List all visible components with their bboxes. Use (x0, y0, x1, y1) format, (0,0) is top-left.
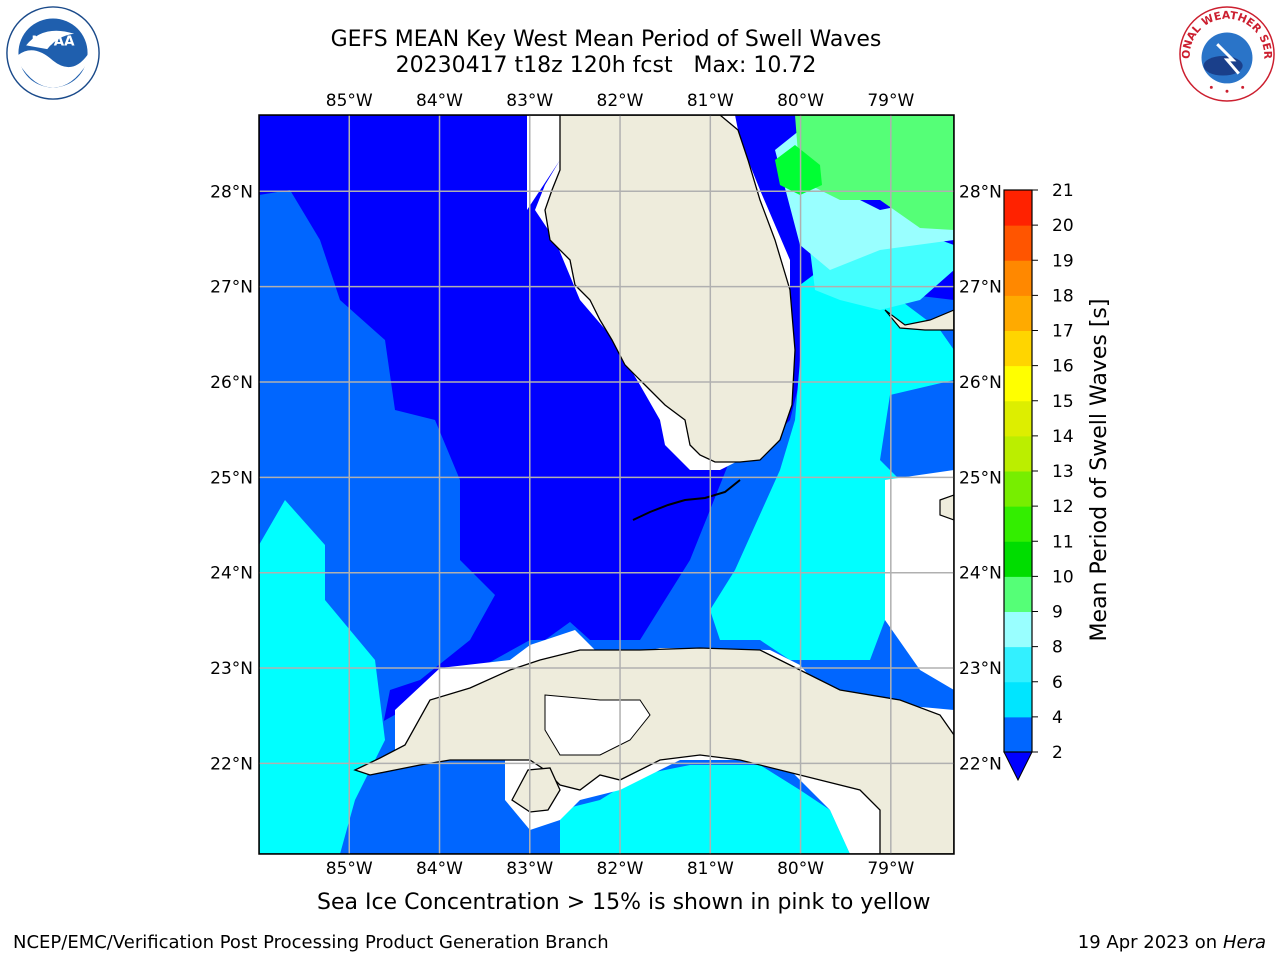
lat-label-right: 27°N (959, 278, 1002, 298)
lon-label-bottom: 84°W (416, 859, 463, 879)
footer-date-text: 19 Apr 2023 on (1077, 932, 1223, 953)
colorbar-segment (1004, 295, 1032, 331)
colorbar-segment (1004, 681, 1032, 718)
bahamas-islands (884, 309, 954, 521)
colorbar-segment (1004, 190, 1032, 226)
no-data-bahamas (885, 470, 954, 690)
nws-logo: NATIONAL WEATHER SERVICE (1178, 5, 1275, 102)
lon-label-bottom: 79°W (867, 859, 914, 879)
colorbar-segment (1004, 400, 1032, 437)
colorbar-label: Mean Period of Swell Waves [s] (1087, 299, 1112, 642)
lon-label-top: 85°W (326, 91, 373, 111)
colorbar-tick-label: 4 (1052, 708, 1063, 728)
cuba-land (353, 647, 954, 854)
lon-label-top: 80°W (777, 91, 824, 111)
lon-label-bottom: 83°W (506, 859, 553, 879)
lat-label-right: 28°N (959, 182, 1002, 202)
colorbar-segment (1004, 541, 1032, 577)
map-panel (259, 115, 954, 854)
colorbar-segment (1004, 471, 1032, 507)
colorbar-tick-label: 21 (1052, 181, 1074, 201)
lat-label-right: 23°N (959, 659, 1002, 679)
swell-field-4-6s-south (560, 765, 850, 854)
lat-labels-right: 28°N 27°N 26°N 25°N 24°N 23°N 22°N (959, 182, 1002, 774)
lon-label-top: 81°W (687, 91, 734, 111)
colorbar-segment (1004, 576, 1032, 612)
lat-labels-left: 28°N 27°N 26°N 25°N 24°N 23°N 22°N (210, 182, 253, 774)
noaa-logo: NOAA (6, 6, 100, 100)
lat-label-right: 24°N (959, 564, 1002, 584)
lat-label-left: 23°N (210, 659, 253, 679)
graticule (259, 115, 954, 854)
footer-date: 19 Apr 2023 on Hera (1078, 932, 1266, 953)
lat-label-right: 26°N (959, 373, 1002, 393)
swell-field-10-11s (775, 145, 822, 195)
footer-host: Hera (1222, 932, 1266, 953)
lat-label-left: 27°N (210, 278, 253, 298)
colorbar-segment (1004, 716, 1032, 753)
lat-label-left: 22°N (210, 754, 253, 774)
swell-field-4-6s-southwest (259, 500, 385, 854)
swell-field-4-6s-east (710, 270, 954, 660)
colorbar-tick-label: 13 (1052, 462, 1074, 482)
footer-branch: NCEP/EMC/Verification Post Processing Pr… (13, 932, 609, 953)
colorbar-segment (1004, 260, 1032, 296)
lon-label-bottom: 82°W (597, 859, 644, 879)
colorbar-tick-label: 15 (1052, 392, 1074, 412)
lon-labels-top: 85°W 84°W 83°W 82°W 81°W 80°W 79°W (326, 91, 915, 111)
lat-label-left: 26°N (210, 373, 253, 393)
colorbar-segment (1004, 225, 1032, 261)
lat-label-left: 28°N (210, 182, 253, 202)
colorbar: 2 4 6 8 9 10 11 12 13 14 15 16 17 18 19 20 21 (1003, 181, 1074, 782)
colorbar-tick-label: 19 (1052, 251, 1074, 271)
noaa-logo-text: NOAA (31, 34, 75, 49)
lon-label-bottom: 80°W (777, 859, 824, 879)
colorbar-segment (1004, 435, 1032, 472)
lon-label-top: 84°W (416, 91, 463, 111)
colorbar-tick-label: 16 (1052, 357, 1074, 377)
colorbar-segment (1004, 330, 1032, 367)
map-title-line2: 20230417 t18z 120h fcst Max: 10.72 (395, 53, 817, 78)
colorbar-segment (1004, 611, 1032, 648)
colorbar-under-arrow (1003, 751, 1033, 782)
colorbar-tick-label: 12 (1052, 497, 1074, 517)
colorbar-tick-label: 20 (1052, 216, 1074, 236)
lon-labels-bottom: 85°W 84°W 83°W 82°W 81°W 80°W 79°W (326, 859, 915, 879)
lon-label-bottom: 85°W (326, 859, 373, 879)
colorbar-tick-label: 14 (1052, 427, 1074, 447)
lon-label-top: 79°W (867, 91, 914, 111)
colorbar-tick-label: 10 (1052, 567, 1074, 587)
colorbar-segment (1004, 646, 1032, 683)
lat-label-left: 24°N (210, 564, 253, 584)
swell-field-9-10s (795, 115, 954, 230)
lat-label-right: 25°N (959, 468, 1002, 488)
lon-label-top: 82°W (597, 91, 644, 111)
cuba-inner-water (544, 694, 651, 756)
colorbar-tick-label: 6 (1052, 673, 1063, 693)
lat-label-left: 25°N (210, 468, 253, 488)
lat-label-right: 22°N (959, 754, 1002, 774)
sea-ice-caption: Sea Ice Concentration > 15% is shown in … (317, 890, 931, 915)
colorbar-tick-label: 17 (1052, 322, 1074, 342)
map-title-line1: GEFS MEAN Key West Mean Period of Swell … (330, 27, 882, 52)
colorbar-tick-label: 18 (1052, 286, 1074, 306)
florida-land (544, 115, 796, 463)
lon-label-bottom: 81°W (687, 859, 734, 879)
colorbar-tick-label: 2 (1052, 743, 1063, 763)
colorbar-segment (1004, 506, 1032, 542)
colorbar-tick-label: 11 (1052, 532, 1074, 552)
florida-keys (632, 479, 741, 521)
colorbar-tick-label: 9 (1052, 603, 1063, 623)
colorbar-segment (1004, 365, 1032, 402)
lon-label-top: 83°W (506, 91, 553, 111)
colorbar-tick-label: 8 (1052, 638, 1063, 658)
